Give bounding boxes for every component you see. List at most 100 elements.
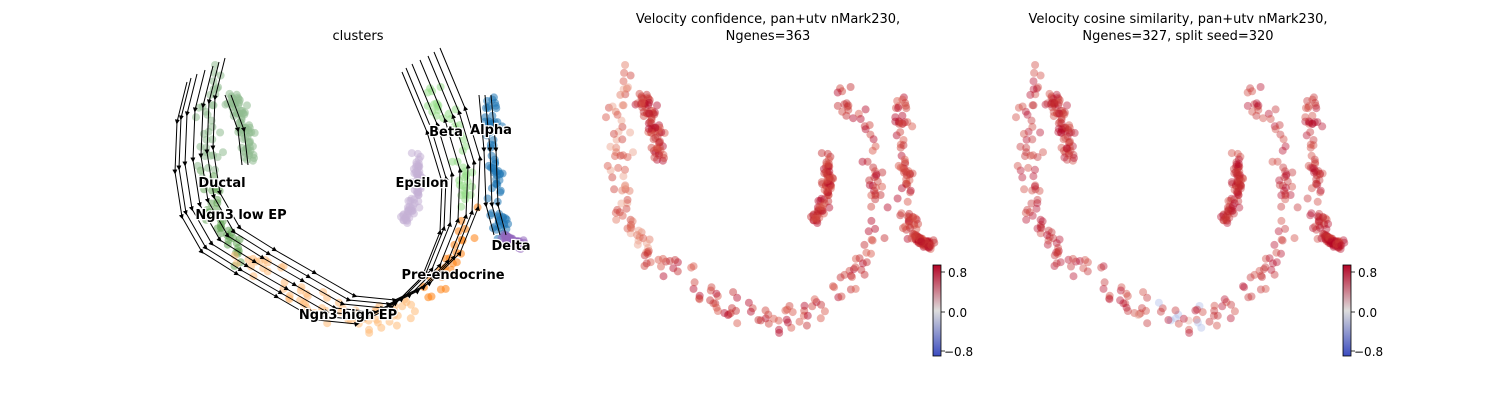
cell-point	[824, 162, 833, 170]
cell-point	[1018, 173, 1027, 182]
cell-point	[1219, 210, 1228, 219]
cell-point	[1333, 237, 1342, 246]
cell-point	[1332, 239, 1341, 248]
cell-point	[1322, 232, 1331, 240]
cell-point	[1050, 99, 1059, 108]
cell-point	[1246, 84, 1255, 93]
cell-point	[495, 209, 504, 218]
cell-point	[1326, 234, 1335, 243]
cell-point	[746, 307, 755, 316]
cell-point	[915, 233, 924, 242]
cell-point	[876, 191, 885, 199]
cell-point	[240, 110, 249, 119]
cell-point	[858, 259, 867, 268]
cell-point	[1050, 251, 1059, 260]
cell-point	[1313, 197, 1322, 206]
cell-point	[857, 265, 866, 274]
cell-point	[1239, 174, 1248, 183]
cell-point	[1236, 181, 1245, 190]
cell-point	[906, 188, 915, 197]
cell-point	[871, 142, 880, 151]
cell-point	[639, 108, 648, 116]
cell-point	[1154, 298, 1163, 307]
cell-point	[858, 157, 867, 166]
cell-point	[1056, 106, 1065, 115]
cell-point	[619, 85, 628, 94]
cell-point	[1223, 216, 1231, 225]
cell-point	[744, 298, 753, 307]
cell-point	[1336, 245, 1345, 253]
cell-point	[900, 168, 908, 177]
cell-point	[847, 271, 856, 280]
cell-point	[1227, 178, 1236, 187]
cell-point	[614, 163, 623, 172]
colorbar-tick-label: 0.8	[948, 266, 967, 280]
cell-point	[823, 168, 832, 177]
cell-point	[1325, 233, 1334, 242]
cell-point	[612, 215, 621, 224]
cell-point	[620, 68, 629, 77]
cell-point	[618, 211, 627, 220]
cell-point	[1332, 239, 1341, 248]
cell-point	[926, 241, 935, 249]
cell-point	[1312, 171, 1321, 180]
cell-point	[656, 146, 665, 155]
cell-point	[713, 307, 722, 315]
cell-point	[903, 180, 912, 189]
cell-point	[815, 213, 824, 222]
cell-point	[811, 214, 820, 223]
cell-point	[1227, 149, 1236, 158]
cell-point	[1268, 259, 1277, 268]
cell-point	[651, 148, 660, 157]
cell-point	[824, 197, 833, 206]
cell-point	[901, 158, 910, 167]
cell-point	[896, 140, 905, 149]
cell-point	[649, 146, 658, 155]
cell-point	[1036, 128, 1045, 137]
cell-point	[644, 247, 653, 255]
cell-point	[1065, 121, 1074, 130]
cell-point	[1286, 191, 1295, 199]
streamline	[478, 94, 495, 236]
cell-point	[640, 262, 649, 270]
cell-point	[816, 314, 825, 323]
cell-point	[1065, 138, 1074, 147]
cell-point	[1070, 154, 1078, 162]
cell-point	[820, 199, 829, 208]
cell-point	[1233, 175, 1242, 184]
cell-point	[619, 172, 628, 181]
cell-point	[1164, 316, 1173, 324]
cell-point	[644, 124, 653, 133]
cell-point	[637, 92, 646, 101]
cell-point	[897, 151, 906, 160]
cell-point	[1243, 88, 1252, 97]
cell-point	[1227, 300, 1236, 309]
cell-point	[818, 202, 827, 211]
cell-point	[1047, 92, 1056, 101]
cell-point	[1026, 90, 1035, 99]
cell-point	[633, 240, 642, 249]
cell-point	[614, 127, 623, 136]
cell-point	[1229, 165, 1238, 173]
cell-point	[642, 248, 651, 257]
cell-point	[1029, 85, 1038, 94]
cell-point	[1325, 236, 1334, 245]
cell-point	[657, 128, 666, 137]
cell-point	[1324, 239, 1333, 247]
cell-point	[216, 128, 225, 137]
cell-point	[1036, 229, 1045, 238]
cell-point	[1033, 195, 1042, 204]
cell-point	[1219, 211, 1228, 220]
cell-point	[1061, 123, 1070, 132]
cell-point	[1235, 180, 1244, 189]
cell-point	[1313, 180, 1322, 189]
cell-point	[618, 122, 627, 131]
cell-point	[1138, 304, 1146, 313]
cell-point	[1330, 239, 1339, 247]
cluster-labels: Ductal Ngn3 low EP Beta Alpha Epsilon Delta Pr…	[194, 122, 532, 324]
cell-point	[1034, 83, 1043, 92]
cell-point	[870, 173, 879, 182]
cell-point	[1050, 98, 1059, 107]
cell-point	[1059, 135, 1068, 144]
cell-point	[840, 100, 849, 109]
